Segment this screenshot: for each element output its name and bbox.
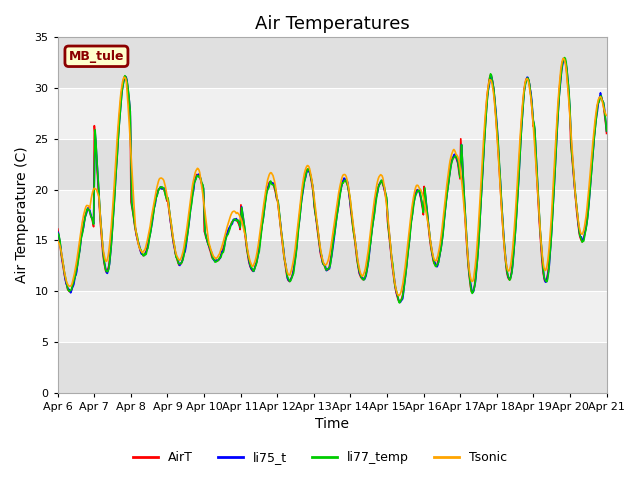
Bar [58, 37, 607, 88]
li75_t [416, 189, 424, 195]
AirT [603, 131, 611, 136]
Line: Tsonic: Tsonic [58, 59, 607, 296]
Line: AirT: AirT [58, 59, 607, 302]
li77_temp [176, 261, 184, 267]
Tsonic [120, 74, 128, 80]
Tsonic [205, 240, 212, 246]
Bar [58, 139, 607, 190]
AirT [205, 243, 212, 249]
Line: li75_t: li75_t [58, 59, 607, 302]
li75_t [205, 242, 212, 248]
Tsonic [395, 293, 403, 299]
li77_temp [416, 187, 424, 193]
li75_t [399, 290, 407, 296]
Bar [58, 190, 607, 240]
Bar [58, 342, 607, 393]
li75_t [397, 300, 404, 305]
AirT [416, 190, 424, 196]
li77_temp [64, 286, 72, 291]
li75_t [120, 77, 128, 83]
AirT [560, 56, 568, 61]
Bar [58, 291, 607, 342]
Bar [58, 240, 607, 291]
Tsonic [54, 239, 61, 244]
Line: li77_temp: li77_temp [58, 58, 607, 303]
Tsonic [176, 257, 184, 263]
li75_t [54, 229, 61, 235]
li75_t [561, 56, 568, 62]
Tsonic [399, 276, 407, 282]
li75_t [603, 128, 611, 134]
li77_temp [205, 243, 212, 249]
AirT [396, 299, 404, 305]
Tsonic [64, 281, 72, 287]
Text: MB_tule: MB_tule [68, 50, 124, 63]
AirT [120, 74, 128, 80]
Title: Air Temperatures: Air Temperatures [255, 15, 410, 33]
li75_t [176, 263, 184, 268]
Bar [58, 88, 607, 139]
Legend: AirT, li75_t, li77_temp, Tsonic: AirT, li75_t, li77_temp, Tsonic [128, 446, 512, 469]
AirT [176, 261, 184, 266]
li77_temp [120, 75, 128, 81]
Y-axis label: Air Temperature (C): Air Temperature (C) [15, 147, 29, 283]
AirT [64, 287, 72, 292]
AirT [399, 285, 407, 291]
li77_temp [396, 300, 404, 306]
li75_t [64, 285, 72, 290]
Tsonic [559, 56, 567, 61]
li77_temp [399, 288, 407, 294]
Tsonic [416, 186, 424, 192]
X-axis label: Time: Time [315, 418, 349, 432]
li77_temp [561, 55, 568, 60]
li77_temp [603, 128, 611, 134]
AirT [54, 226, 61, 232]
li77_temp [54, 230, 61, 236]
Tsonic [603, 112, 611, 118]
